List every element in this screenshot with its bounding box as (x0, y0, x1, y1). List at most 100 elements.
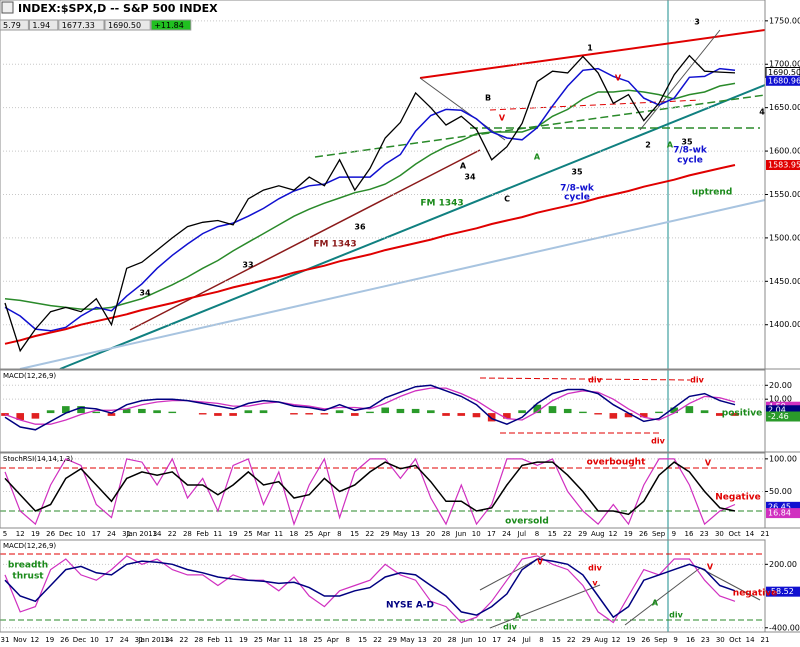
x-tick-label: 26 (641, 636, 650, 644)
x-tick-label: 24 (107, 530, 116, 538)
x-tick-label: 11 (284, 636, 293, 644)
annotation: FM 1343 (420, 199, 463, 209)
x-tick-label: 12 (609, 530, 618, 538)
x-tick-label: 31 (122, 530, 131, 538)
histogram-bar (122, 408, 131, 414)
histogram-bar (214, 413, 222, 416)
x-tick-label: 11 (213, 530, 222, 538)
x-tick-label: Feb (196, 530, 209, 538)
last-value-box (766, 508, 800, 519)
x-tick-label: 19 (229, 530, 238, 538)
annotation: V (707, 563, 714, 572)
annotation: 34 (464, 173, 476, 182)
x-tick-label: Jun (460, 636, 472, 644)
x-tick-label: 8 (337, 530, 341, 538)
histogram-bar (290, 413, 298, 415)
histogram-bar (31, 413, 40, 419)
histogram-bar (472, 413, 481, 418)
trendlines (0, 0, 766, 632)
annotation: 34 (139, 289, 151, 298)
annotation: 2 (645, 141, 651, 150)
annotation: negative (733, 589, 777, 599)
x-tick-label: 28 (194, 636, 203, 644)
y-tick-label: 1600.00 (769, 147, 800, 156)
y-tick-label: -400.00 (769, 623, 800, 632)
series-line (4, 67, 736, 332)
histogram-bar (548, 406, 557, 414)
x-tick-label: 28 (441, 530, 450, 538)
x-tick-label: 12 (30, 636, 39, 644)
x-tick-label: 30 (716, 636, 725, 644)
x-tick-label: Feb (207, 636, 220, 644)
series-line (4, 164, 736, 345)
annotation: div (588, 564, 602, 573)
series-line (4, 54, 736, 353)
annotation: A (515, 612, 522, 621)
series-line (4, 558, 736, 619)
x-tick-label: 17 (105, 636, 114, 644)
x-tick-label: 12 (612, 636, 621, 644)
histogram-bar (518, 410, 526, 414)
series-line (4, 384, 736, 431)
x-tick-label: 14 (745, 530, 754, 538)
x-tick-label: Sep (652, 530, 666, 538)
y-tick-label: 200.00 (769, 560, 797, 569)
histogram-bar (624, 413, 633, 418)
histogram-bar (715, 413, 724, 416)
annotation: v (592, 579, 598, 588)
quote-box (58, 19, 105, 31)
x-tick-label: 25 (313, 636, 322, 644)
x-tick-label: 19 (626, 636, 635, 644)
x-tick-label: 15 (358, 636, 367, 644)
x-tick-label: 15 (350, 530, 359, 538)
annotation: NYSE A-D (386, 601, 434, 611)
histogram-bar (320, 413, 329, 415)
x-tick-label: 26 (639, 530, 648, 538)
x-tick-label: Jan 2013 (125, 530, 157, 538)
last-value-box (766, 405, 800, 416)
histogram-bar (335, 410, 344, 414)
x-tick-label: May (400, 636, 414, 644)
annotation: A (652, 599, 659, 608)
x-tick-label: 17 (487, 530, 496, 538)
x-tick-label: 11 (224, 636, 233, 644)
annotation: div (669, 611, 683, 620)
annotation: V (499, 114, 506, 123)
y-tick-label: 20.00 (769, 381, 792, 390)
series-line (4, 457, 736, 526)
annotation: 4 (759, 108, 765, 117)
histogram-bar (655, 411, 663, 414)
x-tick-label: 22 (567, 636, 576, 644)
x-tick-label: 8 (539, 636, 543, 644)
annotation: positive (722, 409, 762, 419)
quote-value: 1690.50 (108, 21, 141, 30)
panel-title: MACD(12,26,9) (3, 542, 56, 550)
annotation: FM 1343 (313, 240, 356, 250)
annotation: V (705, 459, 712, 468)
histogram-bar (62, 406, 70, 414)
y-tick-label: 10.00 (769, 395, 792, 404)
quote-box (104, 19, 151, 31)
annotation: B (485, 94, 491, 103)
annotation: cycle (677, 156, 703, 166)
panel-title: StochRSI(14,14,1,3) (3, 455, 73, 463)
histogram-bar (350, 413, 359, 416)
trendline (489, 584, 601, 629)
histogram-bar (700, 410, 709, 414)
annotation: overbought (587, 458, 646, 468)
x-tick-label: 22 (365, 530, 374, 538)
x-tick-label: 21 (761, 636, 770, 644)
quote-value: 1.94 (32, 21, 50, 30)
y-tick-label: 1750.00 (769, 16, 800, 25)
x-tick-label: Jul (521, 636, 531, 644)
histogram-bar (381, 407, 390, 414)
x-tick-label: Dec (59, 530, 73, 538)
last-value-label: 1583.95 (768, 161, 800, 170)
x-tick-label: Oct (729, 530, 741, 538)
x-tick-label: 15 (548, 530, 557, 538)
last-value-label: -2.46 (768, 412, 789, 421)
annotation: C (504, 195, 510, 204)
x-tick-label: 22 (179, 636, 188, 644)
